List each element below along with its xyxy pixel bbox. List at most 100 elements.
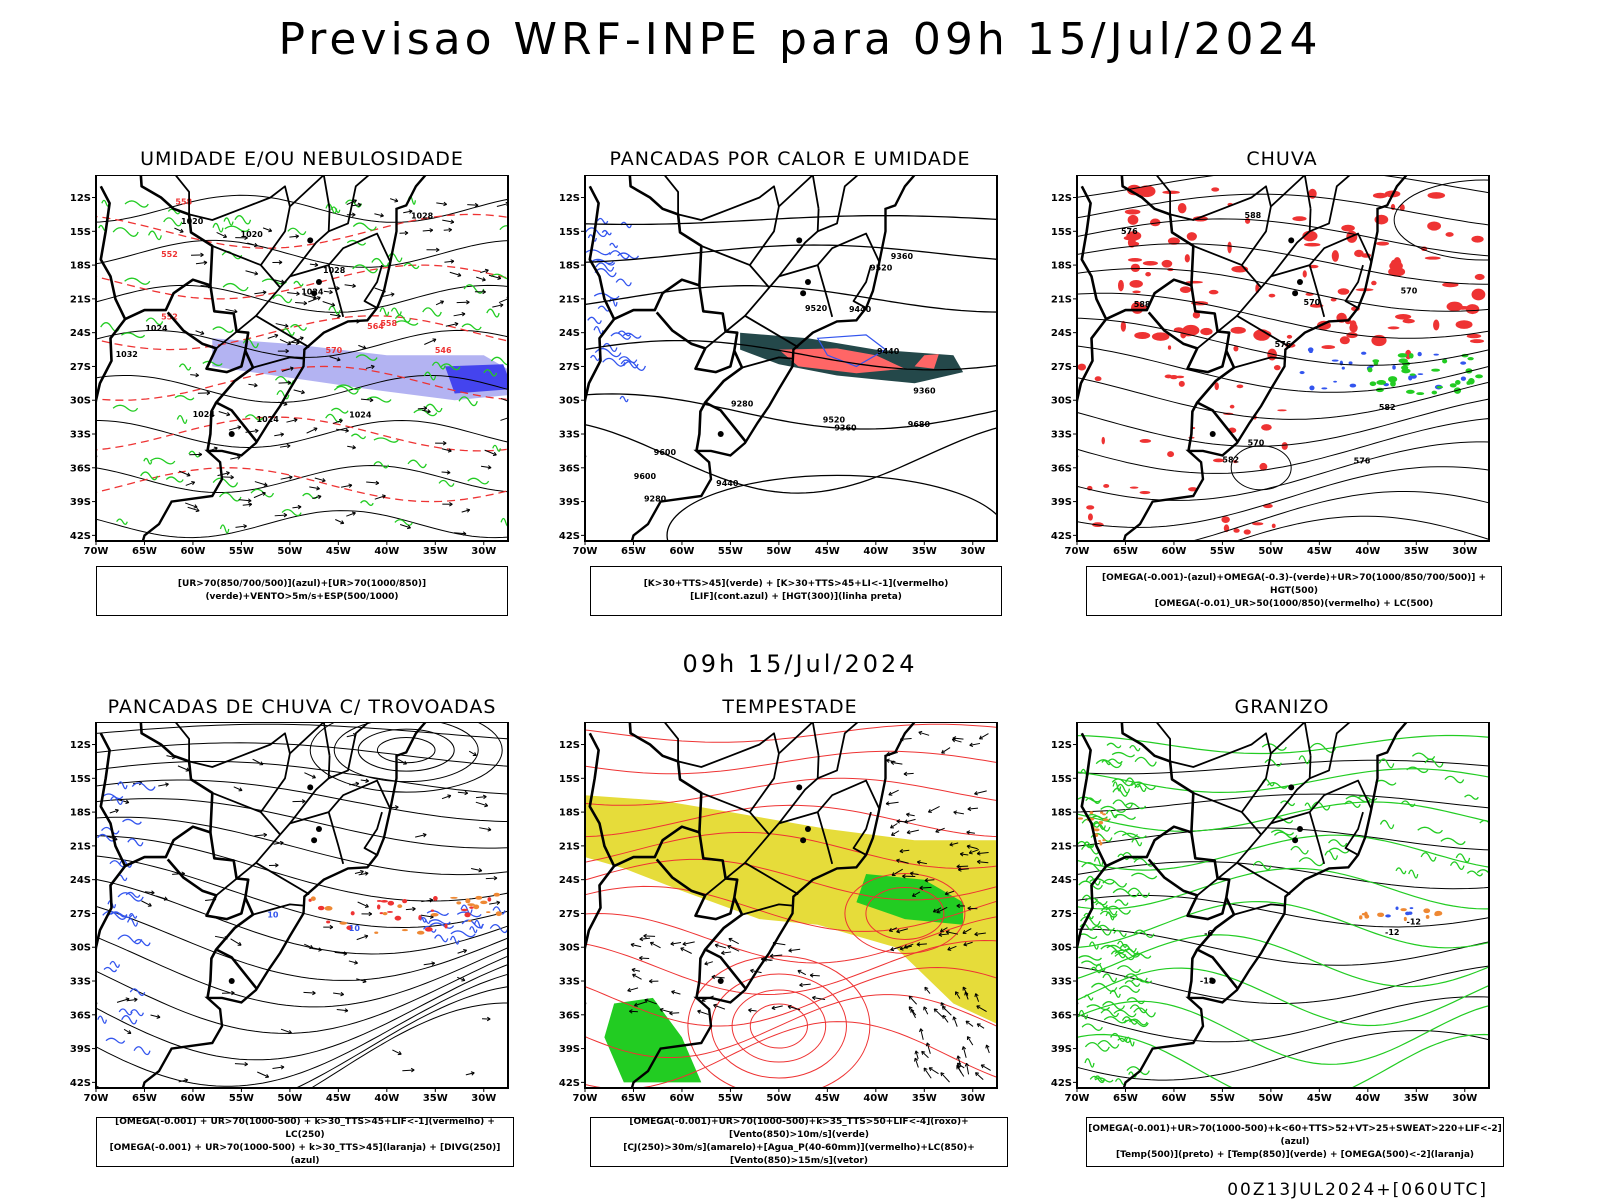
streamline-arrow — [230, 938, 242, 946]
wind-vector — [309, 486, 320, 490]
streamline-arrow — [441, 795, 451, 800]
wind-vector — [267, 334, 279, 339]
wind-vector — [195, 330, 205, 335]
wind-vector — [631, 969, 641, 972]
border-line — [663, 722, 679, 762]
wind-vector — [447, 448, 452, 453]
temperature-850-contour — [1134, 783, 1147, 793]
wind-vector — [340, 520, 345, 525]
temperature-850-contour — [1102, 878, 1128, 888]
lat-label: 36S — [1051, 463, 1072, 474]
streamline-arrow — [349, 783, 359, 786]
lon-label: 60W — [1161, 546, 1186, 557]
temperature-850-contour — [1077, 1000, 1489, 1065]
lifted-index-contour — [594, 259, 616, 266]
omega-strong-area — [1397, 353, 1408, 358]
wind-vector — [916, 942, 921, 947]
rain-area — [1466, 333, 1482, 339]
wind-vector — [404, 230, 409, 236]
wind-vector — [963, 941, 973, 946]
wind-vector — [933, 1008, 938, 1013]
panel-title-trovoadas: PANCADAS DE CHUVA C/ TROVOADAS — [107, 696, 497, 718]
contour-label: 546 — [435, 346, 452, 355]
temperature-500-contour — [1077, 759, 1489, 775]
wind-vector — [977, 861, 989, 864]
divergence-contour — [429, 922, 455, 929]
divergence-contour — [419, 917, 431, 925]
convection-area — [475, 895, 483, 900]
rain-area — [1251, 522, 1264, 526]
map-pancadas-trovoadas: 10 10 12S 15S 18S 21S 24S 27S 30S 33S 36S 39S 42S 70W… — [70, 722, 509, 1104]
streamline-arrow — [150, 1014, 161, 1018]
divergence-contour — [434, 934, 449, 943]
wind-vector — [295, 234, 299, 239]
wind-vector — [942, 1014, 947, 1019]
temperature-850-contour — [1111, 778, 1134, 787]
lake-marker — [1296, 825, 1303, 832]
lake-marker — [228, 431, 235, 438]
wind-vector — [480, 269, 489, 274]
omega-strong-area — [1466, 381, 1471, 385]
wind-vector — [891, 872, 896, 876]
streamline-arrow — [133, 997, 138, 1002]
lon-label: 65W — [621, 1093, 646, 1104]
rain-area — [1227, 241, 1232, 254]
temperature-850-contour — [1132, 952, 1152, 959]
rain-area — [1427, 192, 1446, 199]
streamline-arrow — [447, 794, 452, 799]
lon-label: 40W — [374, 546, 399, 557]
lat-label: 21S — [70, 841, 91, 852]
streamline-arrow — [177, 765, 190, 772]
wind-vector — [295, 340, 300, 346]
streamline-arrow — [354, 870, 364, 874]
sea-level-pressure-contour — [96, 239, 508, 268]
temperature-850-contour — [1114, 949, 1141, 958]
wind-vector — [346, 512, 356, 517]
wind-vector — [331, 302, 336, 307]
lon-label: 40W — [863, 1093, 888, 1104]
border-line — [174, 175, 190, 215]
wind-vector — [639, 955, 643, 961]
wind-vector — [976, 1023, 985, 1029]
contour-label: 570 — [1401, 287, 1418, 296]
rain-area — [1188, 487, 1198, 492]
contour-label: 558 — [380, 319, 397, 328]
wind-vector — [906, 813, 915, 817]
wind-vector — [924, 878, 929, 883]
unstable-area — [914, 354, 939, 369]
rain-area — [1321, 345, 1336, 350]
temperature-850-contour — [1114, 899, 1129, 906]
temperature-850-contour — [1378, 758, 1395, 769]
lifted-index-contour — [618, 356, 638, 364]
border-line — [1233, 356, 1285, 369]
wind-vector — [886, 758, 890, 763]
wind-vector — [939, 928, 944, 933]
lat-label: 36S — [70, 463, 91, 474]
wind-vector — [261, 491, 266, 496]
border-line — [852, 811, 872, 856]
wind-vector — [888, 791, 893, 796]
streamline-arrow — [165, 782, 169, 787]
humidity-low-level-contour — [112, 404, 139, 412]
temperature-850-contour — [1077, 796, 1102, 803]
contour-label: 588 — [1134, 300, 1151, 309]
thickness-contour — [96, 467, 508, 503]
rain-area — [1142, 260, 1158, 266]
wind-vector — [927, 808, 932, 813]
thunderstorm-area — [380, 900, 388, 903]
temperature-850-contour — [1406, 766, 1429, 774]
humidity-low-level-contour — [403, 262, 420, 270]
wind-vector — [441, 471, 451, 474]
omega-500-area — [1077, 817, 1084, 820]
lon-label: 65W — [132, 1093, 157, 1104]
humidity-low-level-contour — [366, 396, 392, 403]
streamline-250 — [309, 722, 503, 793]
temperature-850-contour — [1090, 815, 1111, 822]
streamline-arrow — [422, 832, 427, 838]
rain-area — [1445, 232, 1454, 237]
wind-vector — [748, 1009, 757, 1012]
wind-vector — [924, 879, 935, 881]
wind-vector — [223, 234, 228, 239]
humidity-low-level-contour — [500, 517, 508, 527]
temperature-850-contour — [1298, 755, 1310, 765]
